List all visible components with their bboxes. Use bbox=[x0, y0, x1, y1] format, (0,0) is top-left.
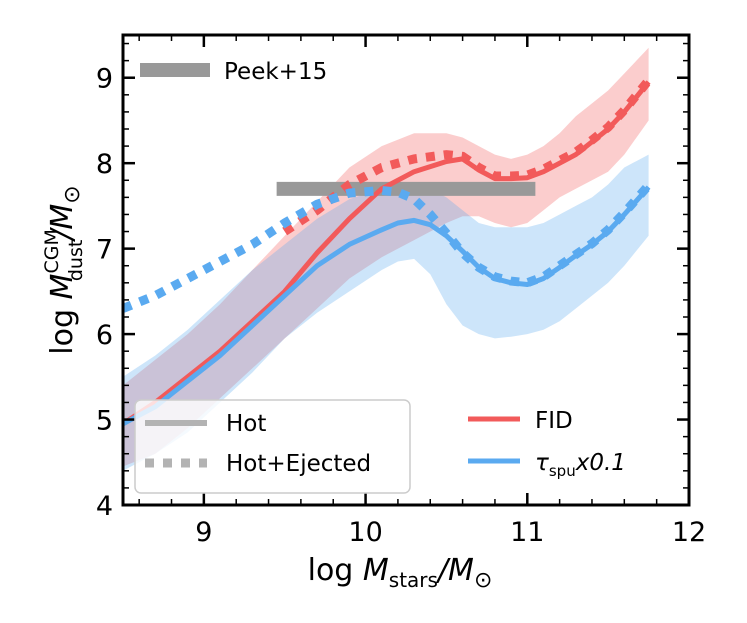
legend-model: FID τspux0.1 bbox=[468, 408, 626, 480]
peek-legend-label: Peek+15 bbox=[224, 59, 327, 85]
legend-linestyle-box bbox=[134, 399, 411, 494]
x-tick-label: 10 bbox=[348, 517, 382, 548]
line-ejected-spu bbox=[121, 182, 652, 313]
legend-ejected-label: Hot+Ejected bbox=[226, 451, 371, 477]
y-axis-title: log MCGM dust/M⊙ bbox=[41, 185, 87, 354]
series-lines bbox=[121, 77, 653, 427]
band-spu bbox=[123, 154, 649, 471]
axis-ticks: 9 10 11 12 4 5 6 7 8 9 bbox=[96, 35, 706, 548]
peek-legend: Peek+15 bbox=[140, 59, 327, 85]
x-tick-label: 11 bbox=[510, 517, 544, 548]
y-tick-label: 9 bbox=[96, 64, 113, 95]
legend-hot-label: Hot bbox=[226, 411, 266, 437]
plot-frame bbox=[121, 33, 691, 507]
legend-fid-label: FID bbox=[535, 408, 573, 434]
legend-spu-label: τspux0.1 bbox=[535, 450, 626, 480]
y-tick-label: 7 bbox=[96, 235, 113, 266]
shaded-bands bbox=[123, 47, 649, 471]
x-axis-title: log Mstars/M⊙ bbox=[308, 553, 493, 593]
x-tick-label: 12 bbox=[672, 517, 706, 548]
y-tick-label: 8 bbox=[96, 149, 113, 180]
line-ejected-fid bbox=[282, 77, 653, 236]
band-fid bbox=[123, 47, 649, 467]
legend-linestyle: Hot Hot+Ejected bbox=[134, 399, 411, 494]
x-tick-label: 9 bbox=[195, 517, 212, 548]
y-tick-label: 4 bbox=[96, 491, 113, 522]
y-tick-label: 6 bbox=[96, 320, 113, 351]
y-tick-label: 5 bbox=[96, 406, 113, 437]
